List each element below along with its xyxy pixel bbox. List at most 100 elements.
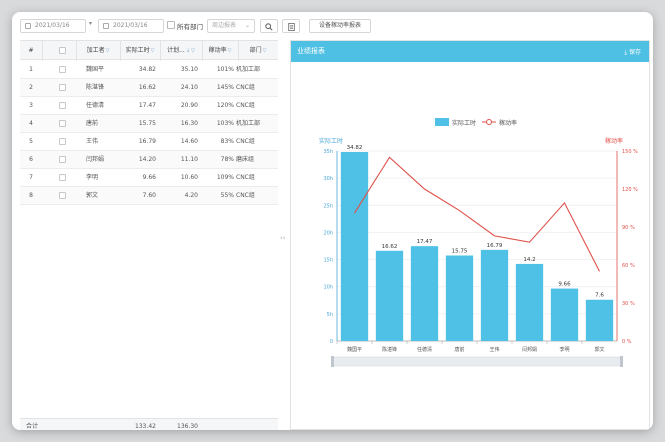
y-right-tick-label: 0 %	[622, 339, 632, 345]
row-index: 2	[29, 84, 33, 91]
row-checkbox[interactable]	[59, 192, 66, 199]
column-header-dept[interactable]: 部门▽	[238, 41, 278, 61]
chevron-down-icon: ⌄	[244, 22, 250, 29]
y-right-tick-label: 150 %	[622, 149, 638, 155]
all-departments-checkbox[interactable]	[167, 21, 175, 29]
filter-icon[interactable]: ▽	[262, 48, 267, 54]
toolbar: 2021/03/16 ▾ 2021/03/16 所有部门 周边报表 ⌄	[12, 12, 653, 40]
panel-splitter-handle[interactable]: ‹‹	[280, 234, 286, 242]
table-row[interactable]: 4 唐前 15.75 16.30 103% 机加工部	[20, 115, 278, 133]
device-report-label: 设备稼动率报表	[318, 22, 361, 29]
table-row[interactable]: 8 郭文 7.60 4.20 55% CNC组	[20, 187, 278, 205]
table-row[interactable]: 7 李明 9.66 10.60 109% CNC组	[20, 169, 278, 187]
zoom-slider-handle-left	[331, 356, 334, 367]
row-index: 4	[29, 120, 33, 127]
filter-icon[interactable]: ▽	[150, 48, 155, 54]
chart-panel: 业绩报表 ⤓ 保存 实际工时 稼动率 实际工时 稼动率 0 5h 10h 15h 20h 25h 3…	[290, 40, 650, 430]
filter-icon[interactable]: ▽	[105, 48, 110, 54]
row-planned-hours: 24.10	[180, 84, 198, 91]
row-checkbox[interactable]	[59, 84, 66, 91]
row-checkbox[interactable]	[59, 138, 66, 145]
bar-actual-hours	[550, 288, 579, 341]
row-utilization-rate: 101%	[216, 66, 234, 73]
table-header: # 加工者▽ 实际工时▽ 计划...↓▽ 稼动率▽ 部门▽	[20, 40, 278, 61]
bar-data-label: 9.66	[558, 282, 571, 288]
chart-legend: 实际工时 稼动率	[435, 118, 517, 127]
bar-data-label: 17.47	[417, 239, 433, 245]
row-index: 6	[29, 156, 33, 163]
row-utilization-rate: 103%	[216, 120, 234, 127]
row-worker: 王伟	[86, 138, 99, 145]
table-row[interactable]: 3 任德清 17.47 20.90 120% CNC组	[20, 97, 278, 115]
row-worker: 唐前	[86, 120, 99, 127]
row-department: 机加工部	[236, 120, 261, 127]
filter-icon[interactable]: ▽	[191, 48, 195, 54]
date-to-input[interactable]: 2021/03/16	[98, 19, 164, 33]
export-excel-button[interactable]	[282, 19, 300, 33]
device-report-button[interactable]: 设备稼动率报表	[309, 19, 371, 33]
zoom-slider-handle-right	[620, 356, 623, 367]
legend-swatch-bar	[435, 118, 449, 126]
table-row[interactable]: 6 闫邦娟 14.20 11.10 78% 磨床组	[20, 151, 278, 169]
column-header-dept-label: 部门	[249, 47, 262, 54]
row-utilization-rate: 55%	[220, 192, 234, 199]
row-department: CNC组	[236, 84, 255, 91]
y-right-tick-label: 60 %	[622, 263, 635, 269]
row-checkbox[interactable]	[59, 102, 66, 109]
date-from-value: 2021/03/16	[35, 22, 70, 29]
select-all-checkbox[interactable]	[59, 47, 66, 54]
x-tick-label: 陈湛锋	[382, 346, 397, 353]
row-planned-hours: 14.60	[180, 138, 198, 145]
row-checkbox[interactable]	[59, 174, 66, 181]
save-button[interactable]: ⤓ 保存	[624, 47, 641, 57]
footer-total-label: 合计	[26, 423, 39, 430]
column-header-actual[interactable]: 实际工时▽	[120, 41, 160, 61]
footer-planned-total: 136.30	[177, 423, 198, 430]
date-from-input[interactable]: 2021/03/16	[20, 19, 86, 33]
row-utilization-rate: 120%	[216, 102, 234, 109]
row-checkbox[interactable]	[59, 66, 66, 73]
table-row[interactable]: 2 陈湛锋 16.62 24.10 145% CNC组	[20, 79, 278, 97]
row-checkbox[interactable]	[59, 120, 66, 127]
bar-actual-hours	[515, 263, 544, 341]
y-left-tick-label: 15h	[323, 258, 333, 264]
rate-line	[354, 156, 600, 272]
report-select[interactable]: 周边报表 ⌄	[207, 19, 255, 33]
row-actual-hours: 34.82	[138, 66, 156, 73]
search-button[interactable]	[260, 19, 278, 33]
y-axis-right-label: 稼动率	[605, 137, 623, 145]
column-header-rate[interactable]: 稼动率▽	[202, 41, 238, 61]
row-index: 8	[29, 192, 33, 199]
row-actual-hours: 17.47	[138, 102, 156, 109]
table-row[interactable]: 5 王伟 16.79 14.60 83% CNC组	[20, 133, 278, 151]
excel-icon	[287, 23, 295, 31]
row-actual-hours: 16.79	[138, 138, 156, 145]
column-header-planned-label: 计划...	[167, 47, 185, 54]
bar-actual-hours	[480, 249, 509, 341]
bar-data-label: 7.6	[595, 293, 604, 299]
row-checkbox[interactable]	[59, 156, 66, 163]
zoom-slider-track	[332, 356, 622, 367]
x-tick-label: 王伟	[489, 346, 499, 353]
row-department: 机加工部	[236, 66, 261, 73]
caret-down-icon[interactable]: ▾	[89, 20, 93, 27]
row-planned-hours: 10.60	[180, 174, 198, 181]
row-planned-hours: 11.10	[180, 156, 198, 163]
row-department: 磨床组	[236, 156, 255, 163]
table-row[interactable]: 1 魏国平 34.82 35.10 101% 机加工部	[20, 61, 278, 79]
row-worker: 闫邦娟	[86, 156, 105, 163]
column-header-worker-label: 加工者	[86, 47, 105, 54]
column-header-planned[interactable]: 计划...↓▽	[160, 41, 202, 61]
sort-desc-icon[interactable]: ↓	[185, 48, 191, 54]
row-actual-hours: 14.20	[138, 156, 156, 163]
chart-panel-title: 业绩报表	[297, 47, 325, 55]
filter-icon[interactable]: ▽	[227, 48, 232, 54]
x-tick-label: 郭文	[594, 346, 604, 353]
row-worker: 陈湛锋	[86, 84, 105, 91]
row-index: 3	[29, 102, 33, 109]
save-label: 保存	[628, 49, 641, 56]
row-utilization-rate: 109%	[216, 174, 234, 181]
column-header-worker[interactable]: 加工者▽	[76, 41, 120, 61]
row-actual-hours: 7.60	[142, 192, 156, 199]
